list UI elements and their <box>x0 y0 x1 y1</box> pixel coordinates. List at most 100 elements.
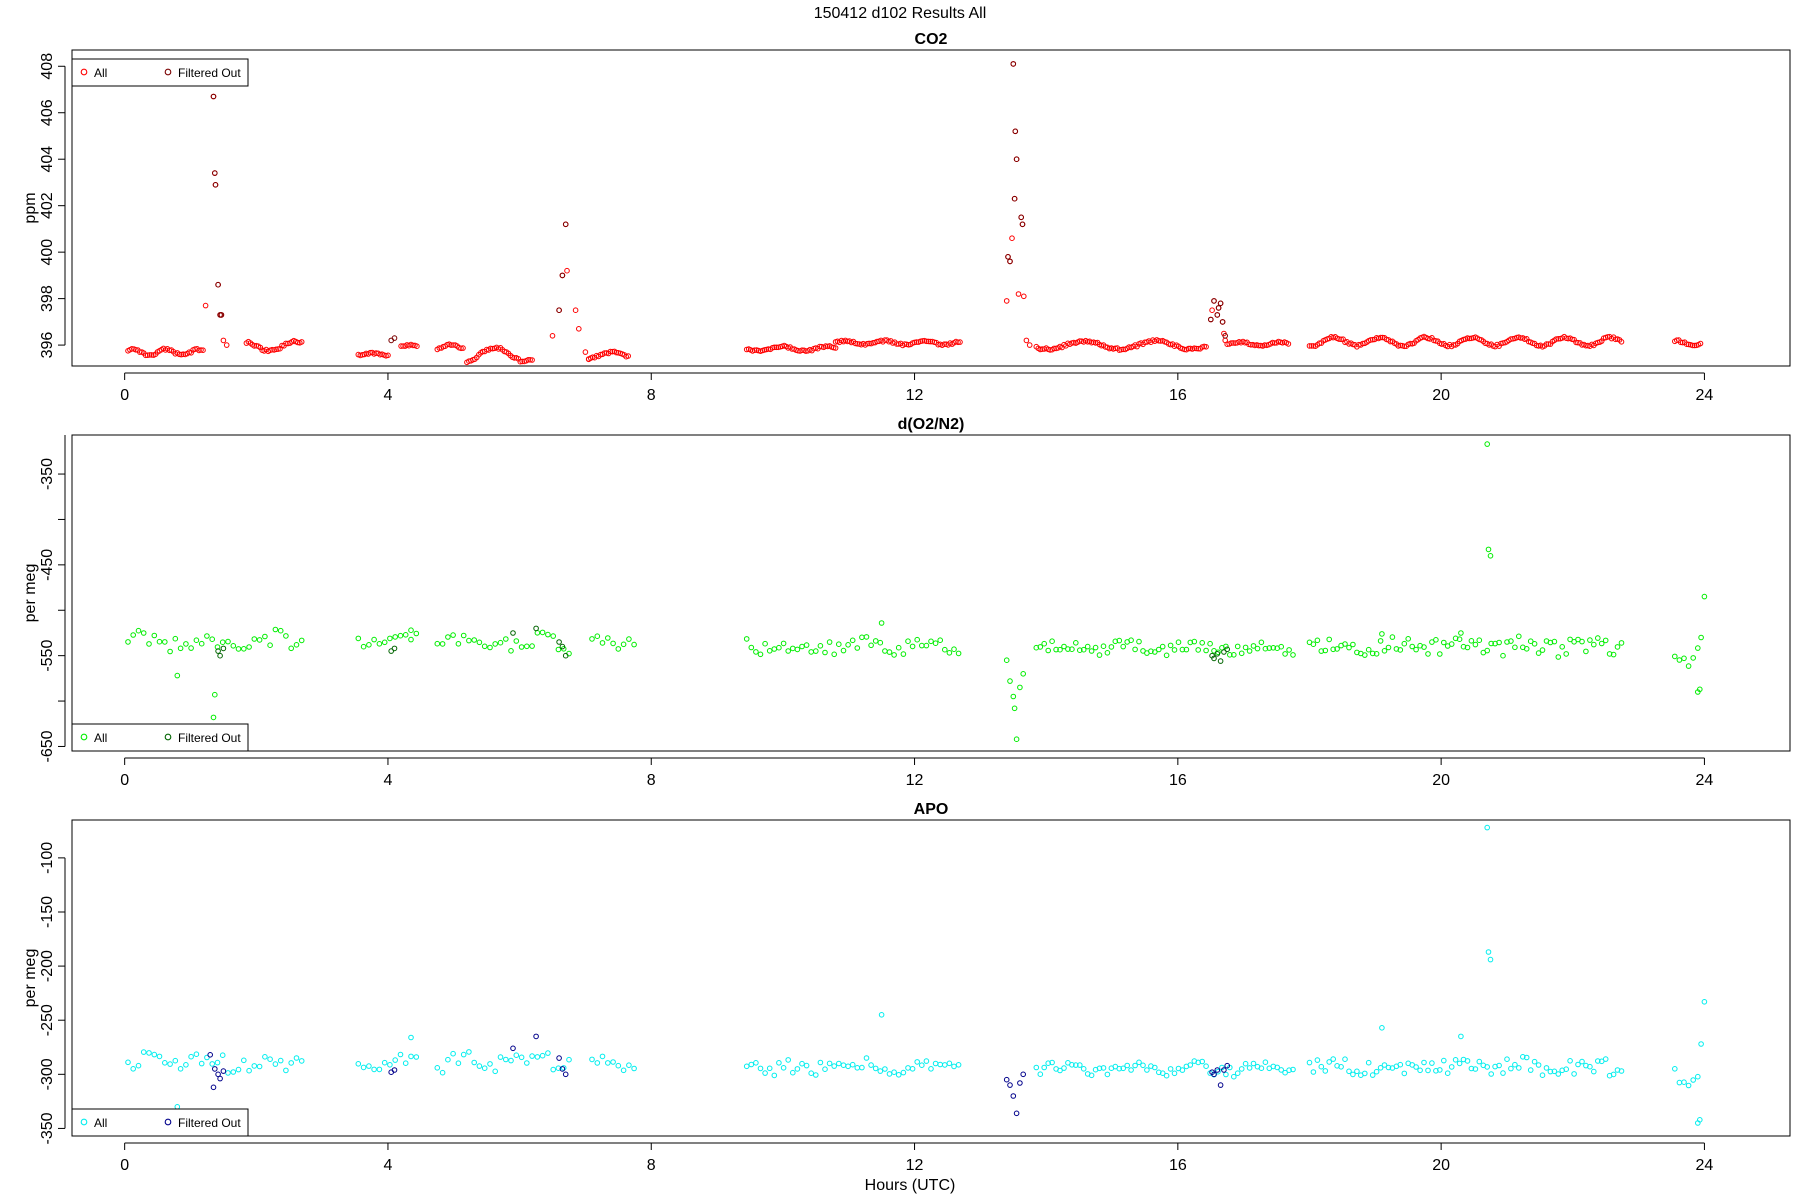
co2-point-all <box>1377 334 1384 341</box>
co2-point-all <box>1555 336 1562 342</box>
co2-point-all <box>283 340 289 347</box>
do2n2-x-axis: 0 4 8 12 16 20 24 <box>120 757 1713 789</box>
apo-point-filtered-out <box>1010 1093 1017 1099</box>
do2n2-point-all <box>1061 643 1067 650</box>
do2n2-point-all <box>1488 640 1494 647</box>
apo-point-all <box>1425 1067 1431 1074</box>
do2n2-point-all <box>1373 651 1380 657</box>
co2-point-all <box>133 347 139 353</box>
apo-point-all <box>1179 1067 1186 1073</box>
apo-point-all <box>534 1054 541 1060</box>
apo-point-all <box>1401 1070 1408 1077</box>
co2-point-all <box>251 343 258 349</box>
apo-point-all <box>566 1056 572 1063</box>
do2n2-y-tick-label: -450 <box>39 549 56 581</box>
do2n2-x-tick-label: 4 <box>384 772 393 789</box>
apo-point-all <box>1187 1062 1194 1068</box>
apo-point-filtered-out <box>210 1084 217 1091</box>
do2n2-point-all <box>790 645 796 652</box>
apo-point-all <box>262 1054 268 1060</box>
apo-point-all <box>1610 1071 1617 1078</box>
do2n2-point-all <box>799 643 805 650</box>
apo-point-all <box>854 1065 861 1071</box>
do2n2-point-all <box>1227 652 1233 658</box>
do2n2-point-all <box>387 635 393 642</box>
apo-point-all <box>402 1060 409 1066</box>
apo-point-all <box>1069 1062 1075 1068</box>
apo-point-all <box>1369 1072 1376 1078</box>
co2-point-all <box>525 357 532 363</box>
apo-point-all <box>392 1057 399 1063</box>
apo-point-all <box>859 1064 865 1071</box>
apo-point-all <box>1338 1064 1344 1070</box>
apo-point-filtered-out <box>510 1045 516 1052</box>
apo-point-filtered-out <box>1217 1082 1224 1088</box>
apo-point-all <box>626 1062 632 1068</box>
apo-point-all <box>757 1065 764 1072</box>
do2n2-point-all <box>1159 643 1166 650</box>
do2n2-point-all <box>785 648 792 654</box>
do2n2-point-all <box>914 636 921 643</box>
apo-point-all <box>1575 1061 1581 1068</box>
do2n2-point-all <box>1270 645 1277 651</box>
do2n2-point-all <box>1563 651 1569 657</box>
do2n2-point-all <box>534 630 541 636</box>
apo-point-all <box>277 1057 284 1064</box>
apo-point-all <box>376 1066 383 1073</box>
do2n2-point-all <box>230 643 237 649</box>
do2n2-point-filtered-out <box>1224 646 1230 653</box>
do2n2-point-all <box>1484 647 1490 654</box>
apo-point-all <box>1397 1061 1404 1068</box>
co2-point-all <box>1077 338 1083 344</box>
apo-point-all <box>1310 1069 1317 1075</box>
do2n2-point-all <box>1010 693 1017 700</box>
do2n2-point-all <box>599 640 606 646</box>
do2n2-point-filtered-out <box>220 645 227 652</box>
do2n2-point-all <box>1448 641 1455 647</box>
apo-y-tick-label: -250 <box>39 1004 56 1036</box>
apo-point-all <box>1246 1065 1253 1071</box>
apo-point-filtered-out <box>215 1071 221 1078</box>
co2-y-tick-label: 406 <box>39 99 56 126</box>
apo-point-filtered-out <box>220 1068 227 1074</box>
apo-point-all <box>1203 1063 1209 1069</box>
apo-point-all <box>615 1062 622 1069</box>
do2n2-point-all <box>1262 645 1269 652</box>
do2n2-point-filtered-out <box>391 645 398 652</box>
apo-point-all <box>1314 1057 1321 1063</box>
co2-point-all <box>295 339 301 346</box>
co2-point-all <box>1203 344 1209 350</box>
do2n2-point-all <box>1579 638 1585 645</box>
co2-point-all <box>1209 307 1215 314</box>
co2-point-all <box>200 347 206 354</box>
co2-ylabel: ppm <box>22 192 39 223</box>
co2-point-all <box>1026 342 1033 348</box>
apo-point-all <box>942 1062 948 1068</box>
do2n2-point-all <box>1425 651 1431 657</box>
do2n2-point-all <box>1065 646 1071 652</box>
do2n2-point-all <box>1695 645 1701 651</box>
apo-point-all <box>193 1051 200 1057</box>
apo-point-all <box>1104 1071 1111 1078</box>
co2-point-all <box>854 341 861 347</box>
apo-point-all <box>156 1053 163 1060</box>
co2-point-all <box>576 326 582 332</box>
co2-point-all <box>613 349 620 356</box>
do2n2-point-all <box>267 642 273 649</box>
do2n2-point-all <box>125 639 131 645</box>
apo-point-all <box>1132 1062 1138 1069</box>
apo-point-all <box>1057 1067 1063 1074</box>
co2-point-all <box>144 352 151 359</box>
do2n2-point-all <box>1598 640 1605 647</box>
apo-point-all <box>1286 1067 1292 1073</box>
co2-point-all <box>925 338 932 345</box>
apo-point-all <box>1073 1062 1079 1068</box>
apo-point-all <box>1171 1070 1178 1077</box>
do2n2-point-all <box>1231 652 1237 658</box>
do2n2-point-all <box>1246 648 1253 654</box>
do2n2-point-all <box>1290 652 1296 658</box>
apo-point-all <box>923 1058 930 1064</box>
do2n2-point-all <box>524 643 530 650</box>
do2n2-y-tick-label: -550 <box>39 640 56 672</box>
do2n2-point-all <box>771 646 778 652</box>
